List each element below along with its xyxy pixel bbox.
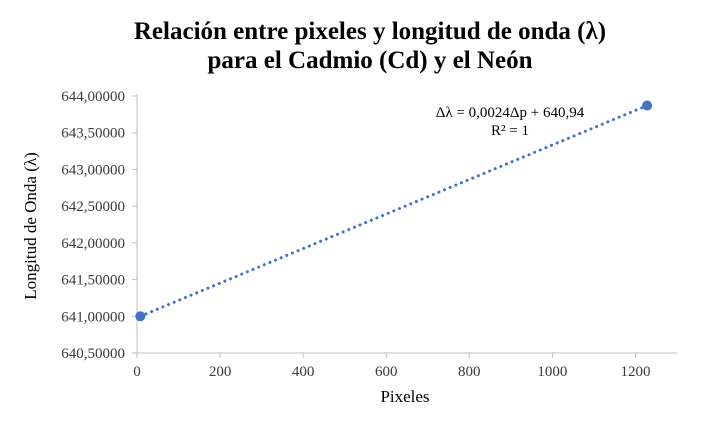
plot-area: 0 200 400 600 800 1000 1200 640,50000 641,00000 6… [61, 89, 677, 380]
x-tick-label: 600 [375, 364, 398, 380]
chart-title-line-2: para el Cadmio (Cd) y el Neón [208, 47, 533, 74]
x-tick-label: 200 [209, 364, 232, 380]
x-tick-label: 0 [133, 364, 141, 380]
x-tick-label: 1200 [620, 364, 650, 380]
data-point [642, 100, 653, 111]
x-tick-label: 800 [458, 364, 481, 380]
trendline [138, 104, 649, 318]
chart-title-line-1: Relación entre pixeles y longitud de ond… [134, 18, 606, 45]
x-tick-label: 400 [292, 364, 315, 380]
data-point [135, 311, 146, 322]
y-tick-label: 641,50000 [61, 273, 125, 289]
y-axis-title: Longitud de Onda (λ) [21, 152, 40, 300]
y-tick-label: 642,50000 [61, 199, 125, 215]
x-tick-label: 1000 [537, 364, 567, 380]
y-tick-label: 642,00000 [61, 236, 125, 252]
x-axis-title: Pixeles [380, 387, 429, 406]
y-tick-label: 643,00000 [61, 162, 125, 178]
y-tick-label: 641,00000 [61, 309, 125, 325]
r-squared-label: R² = 1 [491, 123, 529, 139]
y-tick-label: 640,50000 [61, 346, 125, 362]
y-tick-label: 644,00000 [61, 89, 125, 105]
trendline-equation: Δλ = 0,0024Δp + 640,94 [436, 105, 585, 121]
y-tick-label: 643,50000 [61, 126, 125, 142]
